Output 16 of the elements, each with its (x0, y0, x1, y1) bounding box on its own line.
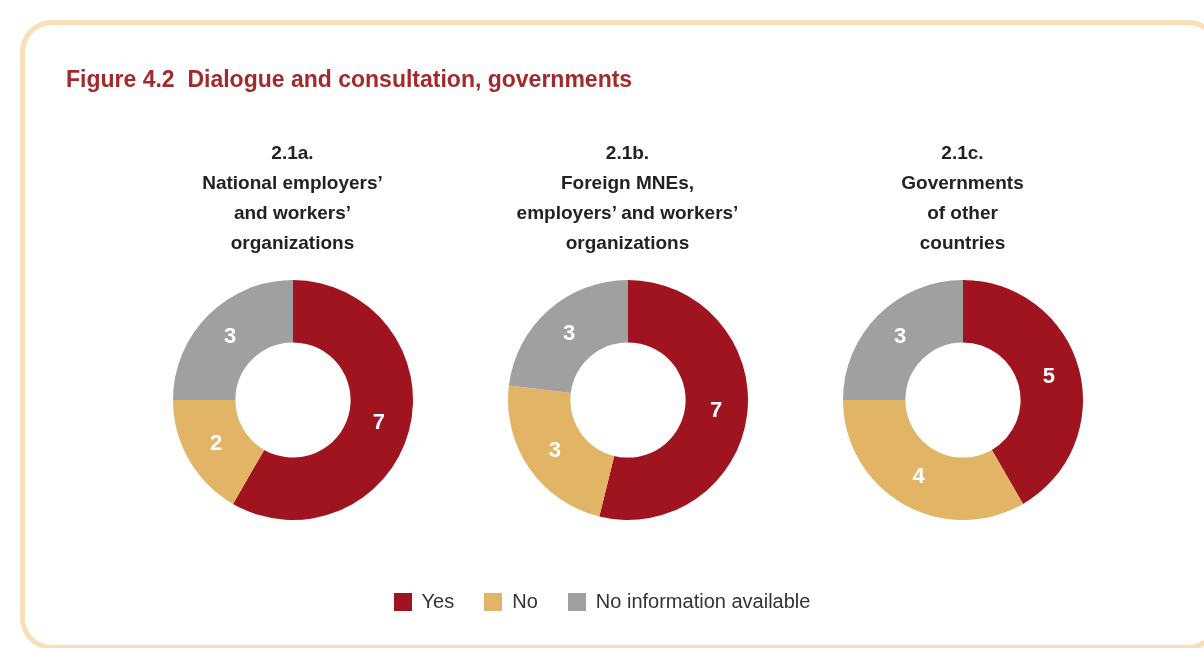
chart-subtitle: 2.1a. National employers’ and workers’ organizations (202, 141, 383, 255)
data-label: 7 (372, 409, 385, 435)
legend-label: No information available (595, 590, 811, 613)
legend-label: Yes (421, 590, 455, 613)
data-label: 4 (911, 462, 925, 488)
chart-subtitle: 2.1b. Foreign MNEs, employers’ and workers’ organizations (516, 141, 739, 255)
legend-label: No (512, 590, 538, 613)
data-label: 3 (562, 319, 575, 345)
chart-title: Figure 4.2 Dialogue and consultation, governments (66, 66, 633, 93)
data-label: 3 (893, 323, 906, 349)
data-label: 5 (1042, 363, 1055, 389)
data-label: 7 (709, 396, 722, 422)
data-label: 3 (223, 323, 236, 349)
data-label: 2 (209, 430, 222, 456)
data-label: 3 (548, 436, 561, 462)
chart-subtitle: 2.1c. Governments of other countries (901, 141, 1024, 255)
